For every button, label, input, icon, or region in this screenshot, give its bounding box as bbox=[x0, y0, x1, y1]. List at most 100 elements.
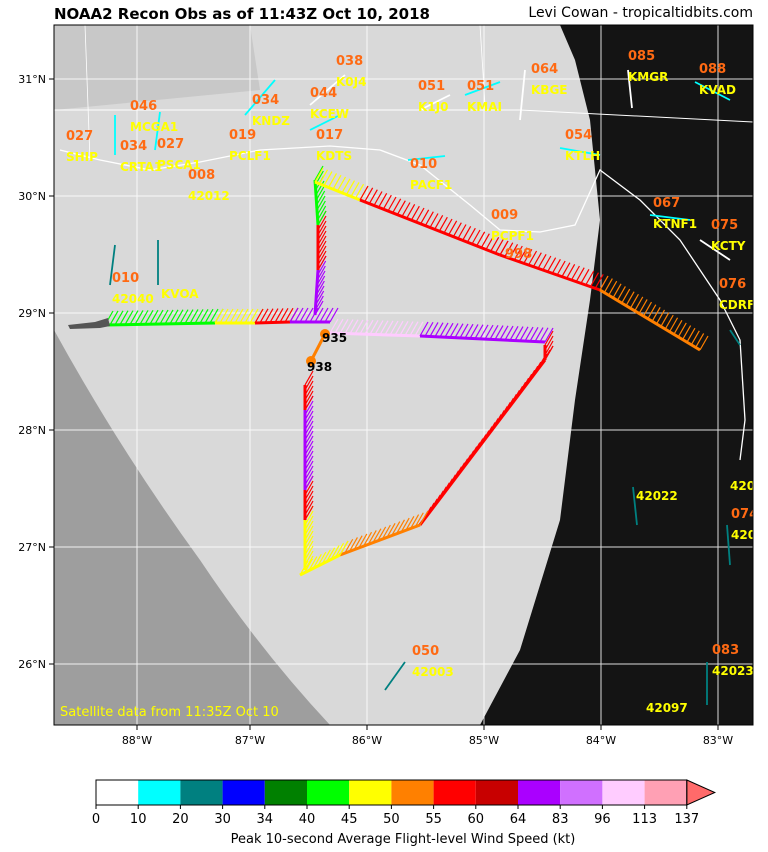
colorbar-tick-label: 64 bbox=[510, 812, 527, 827]
track-segment bbox=[499, 253, 601, 292]
flight-wind-barb bbox=[379, 320, 389, 335]
flight-wind-barb bbox=[404, 321, 414, 336]
station-mcga1: 046 MCGA1 bbox=[130, 99, 178, 134]
flight-wind-barb bbox=[315, 280, 325, 296]
station-name: 42022 bbox=[636, 489, 678, 503]
station-name: KTLH bbox=[565, 149, 600, 163]
station-name: KMGR bbox=[628, 70, 668, 84]
flight-wind-barb bbox=[580, 269, 590, 284]
flight-wind-barb bbox=[279, 307, 289, 323]
flight-wind-barb bbox=[326, 547, 336, 562]
lat-tick-label: 30°N bbox=[18, 190, 46, 203]
flight-wind-barb bbox=[304, 505, 314, 521]
cloud-region bbox=[54, 330, 330, 725]
flight-wind-barb bbox=[323, 171, 333, 186]
station-wind-value: 044 bbox=[310, 86, 337, 101]
flight-wind-barb bbox=[542, 255, 552, 271]
flight-wind-barb bbox=[214, 308, 224, 324]
flight-wind-barb bbox=[317, 250, 327, 266]
flight-wind-barb bbox=[315, 185, 325, 201]
flight-wind-barb bbox=[314, 300, 324, 316]
colorbar-swatch bbox=[222, 780, 265, 805]
colorbar-tick-label: 137 bbox=[674, 812, 699, 827]
flight-wind-barb bbox=[462, 226, 472, 241]
station-wind-value: 054 bbox=[565, 128, 592, 143]
flight-wind-barb bbox=[534, 327, 544, 342]
flight-wind-barb bbox=[294, 307, 304, 323]
flight-wind-barb bbox=[504, 325, 514, 341]
flight-wind-barb bbox=[532, 361, 542, 377]
flight-wind-barb bbox=[405, 515, 415, 531]
flight-wind-barb bbox=[304, 405, 314, 421]
flight-wind-barb bbox=[321, 549, 331, 565]
flight-wind-barb bbox=[359, 185, 369, 201]
flight-wind-barb bbox=[594, 274, 604, 289]
station-name: KNDZ bbox=[252, 114, 290, 128]
flight-wind-barb bbox=[476, 231, 486, 247]
colorbar-tick-label: 50 bbox=[383, 812, 400, 827]
flight-wind-barb bbox=[139, 310, 149, 325]
flight-wind-barb bbox=[317, 255, 327, 271]
flight-wind-barb bbox=[660, 312, 670, 327]
colorbar-tick-label: 96 bbox=[594, 812, 611, 827]
station-name: 42040 bbox=[112, 292, 154, 306]
flight-wind-barb bbox=[391, 521, 401, 536]
flight-wind-barb bbox=[566, 264, 576, 279]
colorbar-tick-label: 40 bbox=[299, 812, 316, 827]
flight-wind-barb bbox=[415, 207, 425, 223]
flight-wind-barb bbox=[315, 285, 325, 301]
station-42023: 083 42023 bbox=[712, 643, 753, 678]
colorbar-tick-label: 20 bbox=[172, 812, 189, 827]
station-kvoa: KVOA bbox=[161, 287, 199, 301]
flight-wind-barb bbox=[484, 324, 494, 340]
flight-wind-barb bbox=[304, 450, 314, 466]
colorbar-swatch bbox=[560, 780, 603, 805]
flight-wind-barb bbox=[477, 434, 487, 449]
flight-wind-barb bbox=[523, 373, 533, 389]
flight-wind-barb bbox=[304, 400, 314, 416]
flight-wind-barb bbox=[677, 322, 687, 338]
station-wind-value: 034 bbox=[120, 139, 147, 154]
station-name: KVOA bbox=[161, 287, 199, 301]
wind-barb bbox=[649, 214, 691, 221]
flight-wind-barb bbox=[419, 321, 429, 337]
flight-wind-barb bbox=[410, 514, 420, 529]
flight-wind-barb bbox=[304, 385, 314, 401]
flight-wind-barb bbox=[304, 485, 314, 501]
flight-wind-barb bbox=[406, 204, 416, 219]
flight-wind-barb bbox=[341, 178, 351, 194]
colorbar-swatch bbox=[138, 780, 181, 805]
flight-wind-barb bbox=[459, 458, 469, 473]
flight-wind-barb bbox=[354, 319, 364, 335]
station-wind-value: 067 bbox=[653, 196, 680, 211]
flight-wind-barb bbox=[544, 327, 554, 343]
colorbar-tick-label: 113 bbox=[632, 812, 657, 827]
flight-wind-barb bbox=[480, 233, 490, 248]
flight-wind-barb bbox=[350, 182, 360, 197]
wind-barb bbox=[464, 81, 501, 96]
flight-wind-barb bbox=[304, 480, 314, 496]
flight-wind-barb bbox=[456, 462, 466, 478]
flight-wind-barb bbox=[492, 414, 502, 429]
flight-wind-barb bbox=[304, 395, 314, 411]
wind-barb bbox=[244, 79, 276, 116]
flight-wind-barb bbox=[304, 510, 314, 526]
flight-wind-barb bbox=[524, 326, 534, 342]
flight-wind-barb bbox=[466, 227, 476, 243]
station-wind-value: 050 bbox=[412, 644, 439, 659]
flight-wind-barb bbox=[616, 286, 626, 301]
station-name: CRTA1 bbox=[120, 160, 162, 174]
flight-wind-barb bbox=[474, 438, 484, 453]
flight-wind-barb bbox=[224, 308, 234, 324]
flight-wind-barb bbox=[686, 327, 696, 343]
colorbar: 0 10 20 30 34 40 45 50 55 60 64 83 96 113 137 bbox=[92, 779, 717, 827]
flight-wind-barb bbox=[304, 530, 314, 546]
flight-wind-barb bbox=[459, 323, 469, 339]
flight-wind-barb bbox=[395, 519, 405, 535]
flight-wind-barb bbox=[638, 299, 648, 314]
flight-wind-barb bbox=[429, 213, 439, 228]
flight-wind-barb bbox=[304, 415, 314, 431]
flight-wind-barb bbox=[378, 193, 388, 208]
wind-barb bbox=[632, 486, 638, 526]
